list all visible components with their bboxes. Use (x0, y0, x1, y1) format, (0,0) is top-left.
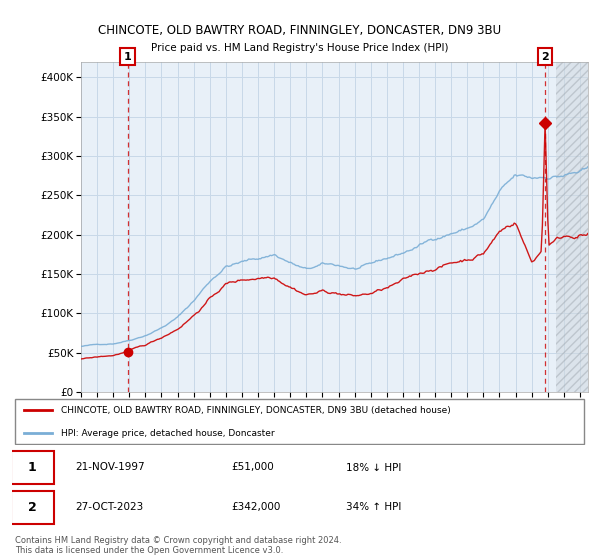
Text: £51,000: £51,000 (231, 463, 274, 473)
Text: 21-NOV-1997: 21-NOV-1997 (76, 463, 145, 473)
Text: 18% ↓ HPI: 18% ↓ HPI (346, 463, 401, 473)
FancyBboxPatch shape (11, 491, 54, 524)
Text: 2: 2 (541, 52, 549, 62)
Text: HPI: Average price, detached house, Doncaster: HPI: Average price, detached house, Donc… (61, 429, 275, 438)
FancyBboxPatch shape (15, 399, 584, 444)
Text: 2: 2 (28, 501, 37, 514)
Text: CHINCOTE, OLD BAWTRY ROAD, FINNINGLEY, DONCASTER, DN9 3BU (detached house): CHINCOTE, OLD BAWTRY ROAD, FINNINGLEY, D… (61, 406, 451, 415)
Text: 27-OCT-2023: 27-OCT-2023 (76, 502, 143, 512)
Bar (556, 62, 588, 392)
Text: Contains HM Land Registry data © Crown copyright and database right 2024.
This d: Contains HM Land Registry data © Crown c… (15, 536, 341, 556)
Text: Price paid vs. HM Land Registry's House Price Index (HPI): Price paid vs. HM Land Registry's House … (151, 43, 449, 53)
Text: 1: 1 (28, 461, 37, 474)
Text: 1: 1 (124, 52, 131, 62)
Text: CHINCOTE, OLD BAWTRY ROAD, FINNINGLEY, DONCASTER, DN9 3BU: CHINCOTE, OLD BAWTRY ROAD, FINNINGLEY, D… (98, 24, 502, 38)
Text: 34% ↑ HPI: 34% ↑ HPI (346, 502, 401, 512)
Text: £342,000: £342,000 (231, 502, 280, 512)
FancyBboxPatch shape (11, 451, 54, 484)
